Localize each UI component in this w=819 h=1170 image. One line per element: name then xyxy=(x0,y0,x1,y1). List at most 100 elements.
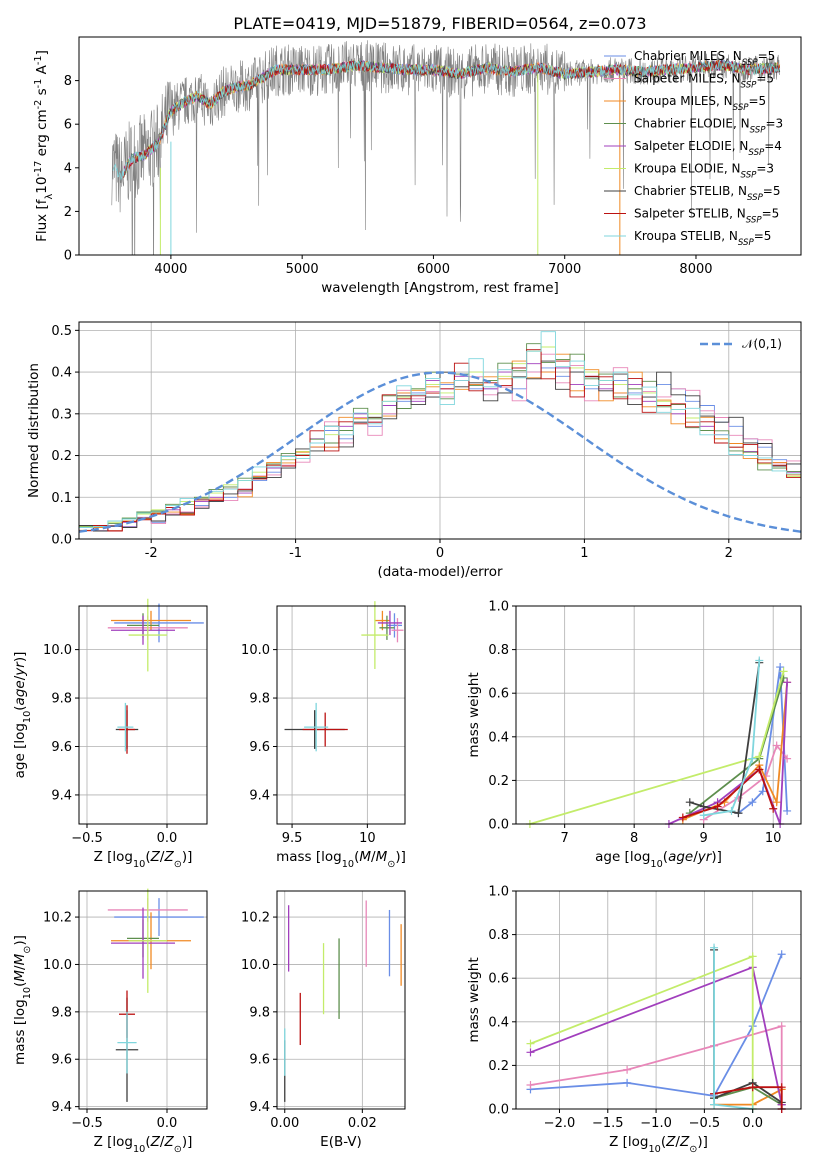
x-tick-label: 0.0 xyxy=(157,831,178,846)
y-tick-label: 9.4 xyxy=(249,788,270,803)
legend-entry: Kroupa STELIB, NSSP=5 xyxy=(634,229,771,248)
weight-marker xyxy=(526,1039,535,1048)
weight-marker xyxy=(748,952,757,961)
weight-marker xyxy=(783,754,792,763)
errorbar-point xyxy=(111,615,175,645)
x-tick-label: −0.5 xyxy=(71,831,103,846)
y-tick-label: 1.0 xyxy=(488,885,509,900)
errorbar-point xyxy=(114,603,204,643)
y-tick-label: 9.8 xyxy=(51,1005,72,1020)
x-tick-label: 0.00 xyxy=(270,1116,299,1131)
errorbar-point xyxy=(117,1011,137,1074)
x-axis-label: age [log10(age/yr)] xyxy=(595,849,722,870)
weight-marker xyxy=(755,752,764,761)
weight-marker xyxy=(678,813,687,822)
plot-area xyxy=(107,888,204,1102)
errorbar-point xyxy=(119,705,135,754)
x-tick-label: 10 xyxy=(765,831,782,846)
y-axis-label: mass weight xyxy=(466,672,482,757)
weight-marker xyxy=(623,1065,632,1074)
legend-entry: Chabrier MILES, NSSP=5 xyxy=(634,49,775,68)
x-axis-label: Z [log10(Z/Z⊙)] xyxy=(94,1134,193,1155)
panel-age_vs_mass: 9.5 10 9.4 9.6 9.8 10.0 mass [log10(M/M⊙)] xyxy=(241,601,406,870)
axes-frame xyxy=(515,605,802,825)
weight-series-line xyxy=(713,949,783,1104)
errorbar-point xyxy=(386,613,402,638)
y-tick-label: 0.0 xyxy=(51,533,72,548)
errorbar-point xyxy=(128,888,167,993)
weight-marker xyxy=(779,667,788,676)
x-tick-label: −1.5 xyxy=(592,1116,624,1131)
weight-marker xyxy=(755,656,764,665)
y-tick-label: 9.8 xyxy=(249,1005,270,1020)
x-tick-label: 7 xyxy=(561,831,569,846)
x-tick-label: 0.0 xyxy=(742,1116,763,1131)
plot-area xyxy=(79,331,801,539)
y-tick-label: 2 xyxy=(64,205,72,220)
errorbar-point xyxy=(111,610,191,631)
y-tick-label: 10.0 xyxy=(43,643,72,658)
weight-series-line xyxy=(713,1086,783,1109)
weight-marker xyxy=(783,678,792,687)
x-tick-label: 7000 xyxy=(548,262,581,277)
x-axis-label: (data-model)/error xyxy=(377,564,503,580)
y-tick-label: 0.6 xyxy=(488,972,509,987)
chart-title: PLATE=0419, MJD=51879, FIBERID=0564, z=0… xyxy=(233,14,646,33)
y-tick-label: 6 xyxy=(64,118,72,133)
x-axis-label: Z [log10(Z/Z⊙)] xyxy=(94,849,193,870)
x-tick-label: 4000 xyxy=(154,262,187,277)
weight-marker xyxy=(777,1083,786,1092)
x-tick-label: 8 xyxy=(630,831,638,846)
weight-marker xyxy=(772,798,781,807)
y-tick-label: 10.0 xyxy=(241,643,270,658)
x-tick-label: 5000 xyxy=(286,262,319,277)
panel-weight_vs_age: 7 8 9 10 0.0 0.2 0.4 0.6 0.8 1.0 age [log10(age/yr… xyxy=(466,600,802,870)
y-tick-label: 0.3 xyxy=(51,407,72,422)
weight-series-line xyxy=(703,660,761,817)
y-tick-label: 10.0 xyxy=(43,958,72,973)
weight-marker xyxy=(526,1048,535,1057)
x-tick-label: −2.0 xyxy=(544,1116,576,1131)
weight-marker xyxy=(710,943,719,952)
legend-entry: Salpeter ELODIE, NSSP=4 xyxy=(634,139,782,158)
errorbar-point xyxy=(379,615,395,640)
weight-marker xyxy=(623,1078,632,1087)
x-tick-label: 0.0 xyxy=(157,1116,178,1131)
legend-entry: 𝒩(0,1) xyxy=(742,337,782,351)
axes-frame xyxy=(78,890,208,1110)
x-tick-label: 9.5 xyxy=(282,831,303,846)
x-tick-label: 6000 xyxy=(417,262,450,277)
legend-entry: Chabrier ELODIE, NSSP=3 xyxy=(634,117,783,136)
legend-entry: Chabrier STELIB, NSSP=5 xyxy=(634,184,781,203)
y-tick-label: 10.2 xyxy=(241,911,270,926)
axes-frame xyxy=(276,890,406,1110)
y-axis-label: mass weight xyxy=(466,957,482,1042)
y-tick-label: 0.8 xyxy=(488,643,509,658)
plot-area xyxy=(284,900,402,1102)
y-tick-label: 0.6 xyxy=(488,687,509,702)
weight-marker xyxy=(699,811,708,820)
weight-series-line xyxy=(689,662,761,815)
y-tick-label: 4 xyxy=(64,161,72,176)
x-axis-label: E(B-V) xyxy=(320,1134,362,1150)
plot-area xyxy=(107,598,204,754)
y-tick-label: 9.6 xyxy=(51,1053,72,1068)
y-tick-label: 10.0 xyxy=(241,958,270,973)
x-tick-label: -1 xyxy=(289,546,302,561)
panel-age_vs_Z: −0.5 0.0 9.4 9.6 9.8 10.0 Z [log10(Z/Z⊙)] age [… xyxy=(12,598,208,870)
weight-marker xyxy=(783,806,792,815)
weight-marker xyxy=(772,741,781,750)
axes-frame xyxy=(276,605,406,825)
weight-series-line xyxy=(529,671,785,825)
x-tick-label: −1.0 xyxy=(640,1116,672,1131)
x-tick-label: 1 xyxy=(580,546,588,561)
errorbar-point xyxy=(361,601,389,669)
legend-entry: Salpeter STELIB, NSSP=5 xyxy=(634,207,779,226)
y-tick-label: 10.2 xyxy=(43,911,72,926)
weight-marker xyxy=(699,802,708,811)
plot-area xyxy=(284,601,404,752)
panel-weight_vs_Z: −2.0 −1.5 −1.0 −0.5 0.0 0.0 0.2 0.4 0.6 0.8 1.0 Z [… xyxy=(466,885,802,1155)
x-axis-label: mass [log10(M/M⊙)] xyxy=(276,849,406,870)
plot-area xyxy=(526,943,786,1113)
